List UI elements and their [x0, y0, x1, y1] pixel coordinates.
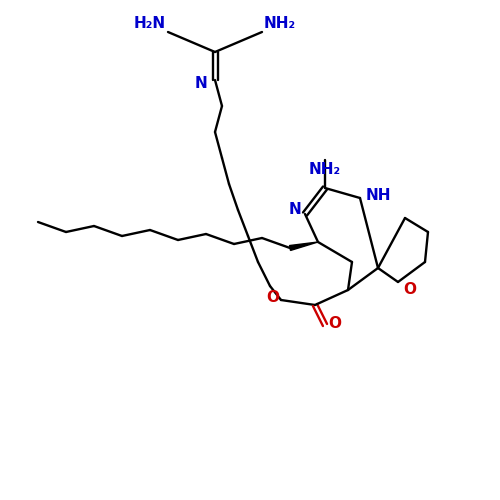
Text: H₂N: H₂N — [134, 16, 166, 32]
Text: NH: NH — [365, 188, 391, 204]
Text: O: O — [328, 316, 342, 330]
Text: NH₂: NH₂ — [264, 16, 296, 32]
Text: O: O — [404, 282, 416, 298]
Text: N: N — [288, 202, 302, 216]
Text: N: N — [194, 76, 207, 92]
Polygon shape — [290, 242, 318, 250]
Text: O: O — [266, 290, 280, 306]
Text: NH₂: NH₂ — [309, 162, 341, 176]
